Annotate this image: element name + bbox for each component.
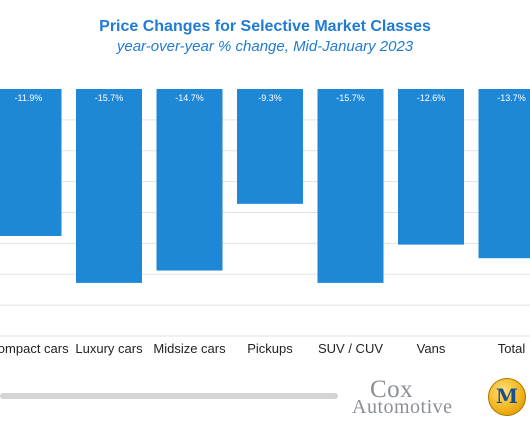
category-label: Compact cars <box>0 341 69 356</box>
category-label: Luxury cars <box>75 341 143 356</box>
chart-subtitle: year-over-year % change, Mid-January 202… <box>116 38 414 55</box>
category-label: Midsize cars <box>153 341 226 356</box>
bar-value-label: -14.7% <box>175 93 204 103</box>
chart-title: Price Changes for Selective Market Class… <box>99 18 431 35</box>
cox-automotive-logo: Cox Automotive <box>352 376 480 418</box>
category-labels: Compact cars Luxury cars Midsize cars Picku… <box>0 341 525 356</box>
bar <box>317 89 384 283</box>
bar-value-label: -15.7% <box>95 93 124 103</box>
bar <box>478 89 530 259</box>
bar <box>156 89 223 271</box>
bar-value-label: -12.6% <box>417 93 446 103</box>
horizontal-scrollbar[interactable] <box>0 393 338 399</box>
category-label: Total <box>498 341 526 356</box>
bars <box>0 89 530 283</box>
bar-value-label: -13.7% <box>497 93 526 103</box>
manheim-logo-icon: M <box>488 378 526 416</box>
manheim-logo-letter: M <box>495 384 519 408</box>
bar <box>237 89 303 204</box>
bar-value-label: -15.7% <box>336 93 365 103</box>
category-label: SUV / CUV <box>318 341 383 356</box>
value-labels: -11.9% -15.7% -14.7% -9.3% -15.7% -12.6% -13.7… <box>15 93 526 103</box>
bar <box>398 89 464 245</box>
category-label: Vans <box>417 341 446 356</box>
bar-value-label: -11.9% <box>15 93 43 103</box>
bar <box>76 89 142 283</box>
cox-logo-text: Cox <box>370 376 414 403</box>
bar-value-label: -9.3% <box>258 93 282 103</box>
category-label: Pickups <box>247 341 293 356</box>
bar <box>0 89 62 236</box>
automotive-logo-text: Automotive <box>352 396 453 418</box>
